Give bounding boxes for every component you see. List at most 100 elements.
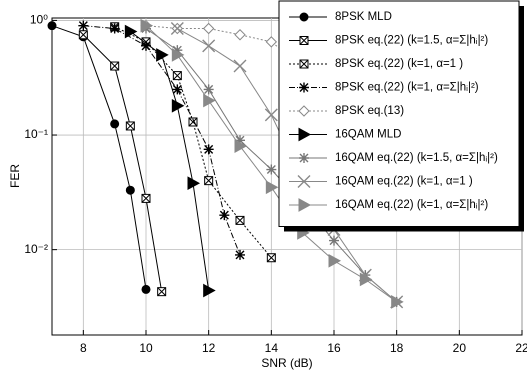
marker xyxy=(203,93,216,108)
marker-shape xyxy=(141,40,151,51)
marker xyxy=(235,249,245,260)
marker xyxy=(266,164,277,175)
legend-box xyxy=(278,0,520,227)
marker xyxy=(141,193,151,203)
marker xyxy=(47,21,57,31)
marker-shape xyxy=(203,283,216,298)
marker xyxy=(265,180,279,195)
marker-shape xyxy=(125,185,135,195)
marker-shape xyxy=(170,22,184,36)
legend-label: 8PSK eq.(13) xyxy=(335,105,404,117)
marker xyxy=(329,235,339,246)
marker-shape xyxy=(359,272,373,287)
marker-shape xyxy=(78,20,89,31)
marker xyxy=(234,29,246,41)
marker-shape xyxy=(235,135,245,146)
marker xyxy=(298,127,312,142)
marker xyxy=(78,20,89,31)
marker-shape xyxy=(299,36,309,45)
marker-shape xyxy=(156,48,169,62)
x-tick-label: 10 xyxy=(139,341,153,355)
marker xyxy=(110,119,120,129)
marker-shape xyxy=(141,194,151,203)
marker-shape xyxy=(110,61,120,71)
marker xyxy=(172,84,183,95)
legend-label: 16QAM eq.(22) (k=1, α=Σ|hᵢ|²) xyxy=(335,199,488,211)
x-axis-label: SNR (dB) xyxy=(261,356,312,370)
marker-shape xyxy=(299,153,309,163)
marker xyxy=(172,45,183,56)
x-tick-label: 8 xyxy=(80,341,87,355)
marker-shape xyxy=(203,144,214,155)
marker xyxy=(203,84,214,95)
marker xyxy=(299,59,309,69)
marker xyxy=(233,59,247,73)
y-axis-label: FER xyxy=(8,164,22,188)
marker xyxy=(141,284,151,294)
marker-shape xyxy=(299,59,309,69)
marker-shape xyxy=(234,29,246,41)
marker-shape xyxy=(172,84,183,95)
marker-shape xyxy=(188,117,198,127)
marker-shape xyxy=(203,93,216,108)
marker xyxy=(125,121,135,131)
legend: 8PSK MLD 8PSK eq.(22) (k=1.5, α=Σ|hᵢ|²) 8P… xyxy=(278,0,524,232)
marker xyxy=(391,295,404,309)
marker xyxy=(299,36,309,45)
marker xyxy=(234,139,248,153)
marker xyxy=(156,48,169,62)
marker-shape xyxy=(299,82,309,93)
y-tick-label: 10⁰ xyxy=(30,13,48,27)
marker-shape xyxy=(204,176,214,185)
marker xyxy=(298,198,312,212)
marker-shape xyxy=(329,235,339,246)
marker-shape xyxy=(141,284,151,294)
y-tick-label: 10⁻² xyxy=(24,242,48,256)
marker xyxy=(187,176,201,191)
marker-shape xyxy=(235,249,245,260)
marker xyxy=(299,153,309,163)
marker xyxy=(110,61,120,71)
marker-shape xyxy=(297,175,311,188)
marker xyxy=(297,175,311,188)
marker-shape xyxy=(298,198,312,212)
marker xyxy=(172,71,182,81)
marker-shape xyxy=(172,45,183,56)
marker-shape xyxy=(171,98,185,113)
marker-shape xyxy=(202,22,215,35)
marker xyxy=(299,12,309,22)
marker xyxy=(203,283,216,298)
x-tick-label: 14 xyxy=(265,341,279,355)
marker-shape xyxy=(219,210,230,221)
marker-shape xyxy=(109,23,120,34)
marker-shape xyxy=(78,30,88,40)
x-tick-label: 20 xyxy=(453,341,467,355)
marker-shape xyxy=(110,119,120,129)
marker-shape xyxy=(264,108,278,122)
marker xyxy=(140,18,154,33)
marker-shape xyxy=(234,139,248,153)
marker xyxy=(170,22,184,36)
marker-shape xyxy=(391,295,404,309)
marker-shape xyxy=(235,216,245,225)
x-tick-label: 12 xyxy=(202,341,216,355)
legend-label: 16QAM eq.(22) (k=1, α=1 ) xyxy=(335,176,473,188)
marker-shape xyxy=(328,253,342,268)
marker xyxy=(188,117,198,127)
marker xyxy=(219,210,230,221)
marker-shape xyxy=(299,12,309,22)
marker xyxy=(171,98,185,113)
marker-shape xyxy=(233,59,247,73)
marker xyxy=(157,287,167,297)
marker xyxy=(78,30,88,40)
marker-shape xyxy=(298,105,310,117)
marker-shape xyxy=(157,287,167,297)
marker xyxy=(204,176,214,186)
marker xyxy=(299,82,309,93)
marker xyxy=(125,185,135,195)
marker xyxy=(235,215,245,225)
marker-shape xyxy=(266,164,277,175)
marker-shape xyxy=(265,180,279,195)
legend-label: 8PSK eq.(22) (k=1, α=1 ) xyxy=(335,58,463,70)
marker-shape xyxy=(47,21,57,31)
